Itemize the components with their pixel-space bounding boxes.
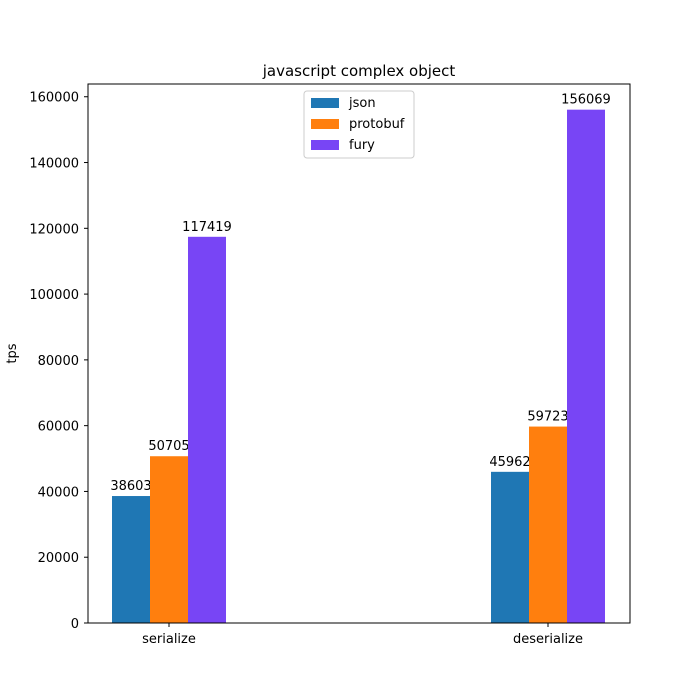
chart-title: javascript complex object: [262, 62, 456, 80]
value-label-json-deserialize: 45962: [489, 455, 530, 470]
y-tick-label: 60000: [38, 420, 79, 435]
bar-json-serialize: [112, 496, 150, 623]
legend-swatch-protobuf: [311, 119, 339, 129]
bar-fury-deserialize: [567, 109, 605, 623]
y-tick-label: 160000: [29, 91, 79, 106]
value-label-fury-deserialize: 156069: [561, 93, 611, 108]
plot-frame: [87, 83, 631, 624]
x-tick-label-deserialize: deserialize: [513, 632, 583, 647]
legend-swatch-fury: [311, 140, 339, 150]
y-tick-label: 40000: [38, 485, 79, 500]
bar-json-deserialize: [491, 471, 529, 623]
value-label-fury-serialize: 117419: [182, 220, 232, 235]
legend-swatch-json: [311, 98, 339, 108]
y-tick-label: 100000: [29, 288, 79, 303]
y-tick-label: 120000: [29, 222, 79, 237]
value-label-protobuf-serialize: 50705: [148, 439, 189, 454]
y-tick-label: 140000: [29, 157, 79, 172]
y-tick-label: 80000: [38, 354, 79, 369]
legend: json protobuf fury: [303, 90, 415, 159]
plot-area: 38603 45962 50705 59723 117419 156069 0 20000 40…: [29, 83, 631, 647]
legend-label-protobuf: protobuf: [349, 117, 405, 132]
value-label-protobuf-deserialize: 59723: [527, 410, 568, 425]
value-label-json-serialize: 38603: [110, 479, 151, 494]
x-tick-label-serialize: serialize: [142, 632, 196, 647]
y-tick-label: 20000: [38, 551, 79, 566]
y-axis-label: tps: [5, 343, 20, 363]
bar-protobuf-deserialize: [529, 426, 567, 623]
legend-label-fury: fury: [349, 138, 375, 153]
y-tick-label: 0: [71, 617, 79, 632]
bar-fury-serialize: [188, 236, 226, 624]
bar-protobuf-serialize: [150, 456, 188, 623]
legend-label-json: json: [348, 96, 376, 111]
